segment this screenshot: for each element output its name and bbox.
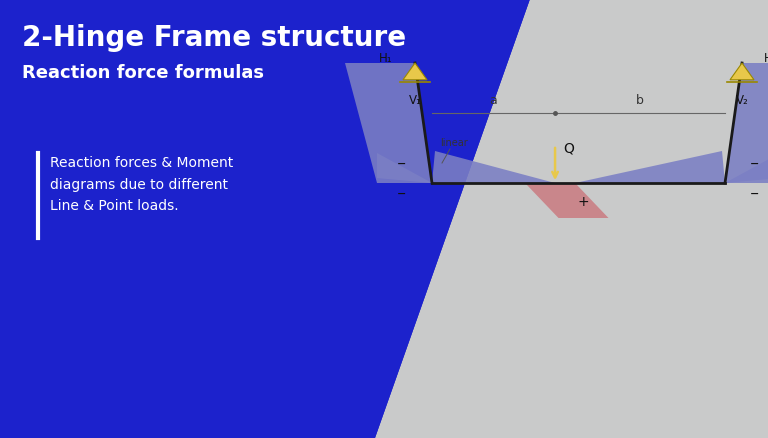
Text: −: − <box>750 159 760 169</box>
Polygon shape <box>432 152 555 184</box>
Text: a: a <box>490 94 498 107</box>
Polygon shape <box>377 154 432 184</box>
Polygon shape <box>575 152 725 184</box>
Text: V₂: V₂ <box>736 94 748 107</box>
Text: H₁: H₁ <box>379 51 393 64</box>
Text: linear: linear <box>440 138 468 148</box>
Polygon shape <box>375 0 768 438</box>
Text: −: − <box>397 159 407 169</box>
Text: Reaction force formulas: Reaction force formulas <box>22 64 264 82</box>
Polygon shape <box>725 154 768 184</box>
Text: −: − <box>397 189 407 198</box>
Polygon shape <box>345 64 432 184</box>
Text: +: + <box>578 194 589 208</box>
Text: −: − <box>750 189 760 198</box>
Text: b: b <box>636 94 644 107</box>
Polygon shape <box>403 64 427 81</box>
Text: Reaction forces & Moment
diagrams due to different
Line & Point loads.: Reaction forces & Moment diagrams due to… <box>50 155 233 213</box>
Text: V₁: V₁ <box>409 94 422 107</box>
Text: 2-Hinge Frame structure: 2-Hinge Frame structure <box>22 24 406 52</box>
Polygon shape <box>0 0 530 438</box>
Polygon shape <box>725 64 768 184</box>
Text: Q: Q <box>563 141 574 155</box>
Text: H₂: H₂ <box>764 51 768 64</box>
Polygon shape <box>730 64 754 81</box>
Polygon shape <box>525 184 608 219</box>
